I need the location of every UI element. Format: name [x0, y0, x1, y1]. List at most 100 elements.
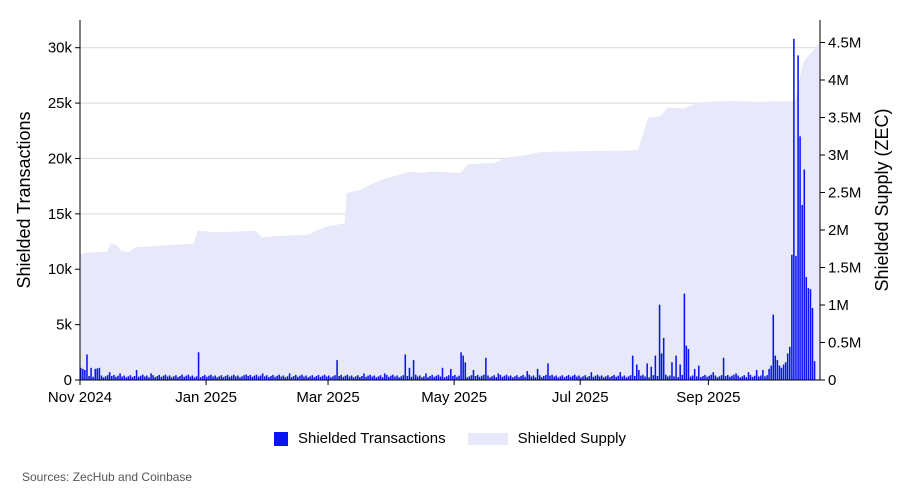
bar — [762, 370, 764, 380]
bar — [121, 376, 123, 380]
bar — [679, 364, 681, 380]
bar — [445, 376, 448, 380]
bar — [259, 375, 262, 380]
bar — [233, 374, 235, 380]
bar — [665, 374, 667, 380]
bar — [729, 376, 731, 380]
bar — [468, 376, 471, 380]
legend-item-transactions[interactable]: Shielded Transactions — [273, 430, 446, 447]
bar — [177, 377, 179, 380]
left-tick-label: 25k — [48, 95, 73, 112]
bar — [524, 376, 526, 380]
bar — [687, 349, 690, 380]
bar — [307, 377, 309, 380]
bar — [237, 375, 239, 380]
bar — [689, 376, 692, 380]
bar — [185, 375, 187, 380]
bar — [359, 377, 361, 380]
bar — [497, 373, 500, 380]
bar — [598, 376, 601, 380]
bar — [241, 376, 243, 380]
bar — [572, 375, 574, 380]
bar — [416, 376, 419, 380]
bar — [683, 293, 686, 380]
right-tick-label: 0.5M — [828, 335, 861, 352]
bar — [352, 377, 355, 380]
bar — [559, 376, 562, 380]
bar — [662, 337, 665, 380]
bar — [264, 376, 266, 380]
bar — [700, 377, 702, 380]
bar — [261, 373, 264, 380]
bar — [204, 374, 206, 380]
legend: Shielded Transactions Shielded Supply — [0, 430, 900, 447]
bar — [84, 370, 86, 380]
bar — [795, 255, 797, 380]
bar — [567, 374, 570, 380]
bar — [212, 376, 214, 380]
bar — [98, 367, 101, 380]
bar — [429, 376, 431, 380]
bar — [611, 376, 613, 380]
bar — [144, 376, 146, 380]
legend-label-transactions: Shielded Transactions — [297, 430, 446, 447]
bar — [321, 375, 324, 380]
bar — [139, 375, 142, 380]
bar — [803, 169, 806, 380]
bar — [160, 376, 163, 380]
bar — [284, 377, 287, 380]
bar — [433, 376, 436, 380]
bar — [166, 376, 169, 380]
bar — [660, 353, 663, 380]
bar — [536, 368, 539, 380]
bar — [396, 375, 398, 380]
bar — [117, 375, 119, 380]
bar — [605, 376, 607, 380]
bar — [257, 376, 260, 380]
bar — [793, 38, 795, 381]
bar — [375, 377, 378, 380]
bar — [251, 376, 254, 380]
bar — [113, 374, 115, 380]
bar — [669, 375, 671, 380]
bar — [173, 376, 175, 380]
bar — [295, 374, 297, 380]
bar — [458, 375, 460, 380]
bar — [222, 377, 225, 380]
legend-item-supply[interactable]: Shielded Supply — [467, 430, 626, 447]
bar — [328, 375, 330, 380]
bar — [86, 354, 88, 380]
right-tick-label: 1M — [828, 297, 849, 314]
bar — [702, 376, 704, 380]
bar — [365, 376, 367, 380]
bar — [551, 374, 553, 380]
x-axis-ticks: Nov 2024 Jan 2025 Mar 2025 May 2025 Jul 2025… — [48, 380, 740, 406]
bar — [392, 374, 394, 380]
bar — [388, 376, 390, 380]
bar — [549, 375, 551, 380]
bar — [332, 376, 334, 380]
bar — [381, 377, 384, 380]
bar — [152, 375, 154, 380]
bar — [142, 374, 144, 380]
bar — [557, 377, 560, 380]
bar — [226, 374, 229, 380]
bar — [423, 376, 425, 380]
bar — [400, 376, 402, 380]
bar — [282, 375, 285, 380]
bar — [419, 375, 421, 380]
bar — [625, 377, 628, 380]
bar — [704, 374, 706, 380]
bar — [235, 376, 237, 380]
bar — [710, 374, 712, 380]
bar — [516, 375, 518, 380]
bar — [718, 376, 721, 380]
bar — [111, 376, 113, 380]
bar — [685, 345, 688, 380]
bar — [348, 376, 351, 380]
bar — [437, 374, 440, 380]
bar — [406, 376, 409, 380]
bar — [530, 376, 533, 380]
bar — [361, 376, 363, 380]
bar — [354, 376, 357, 380]
